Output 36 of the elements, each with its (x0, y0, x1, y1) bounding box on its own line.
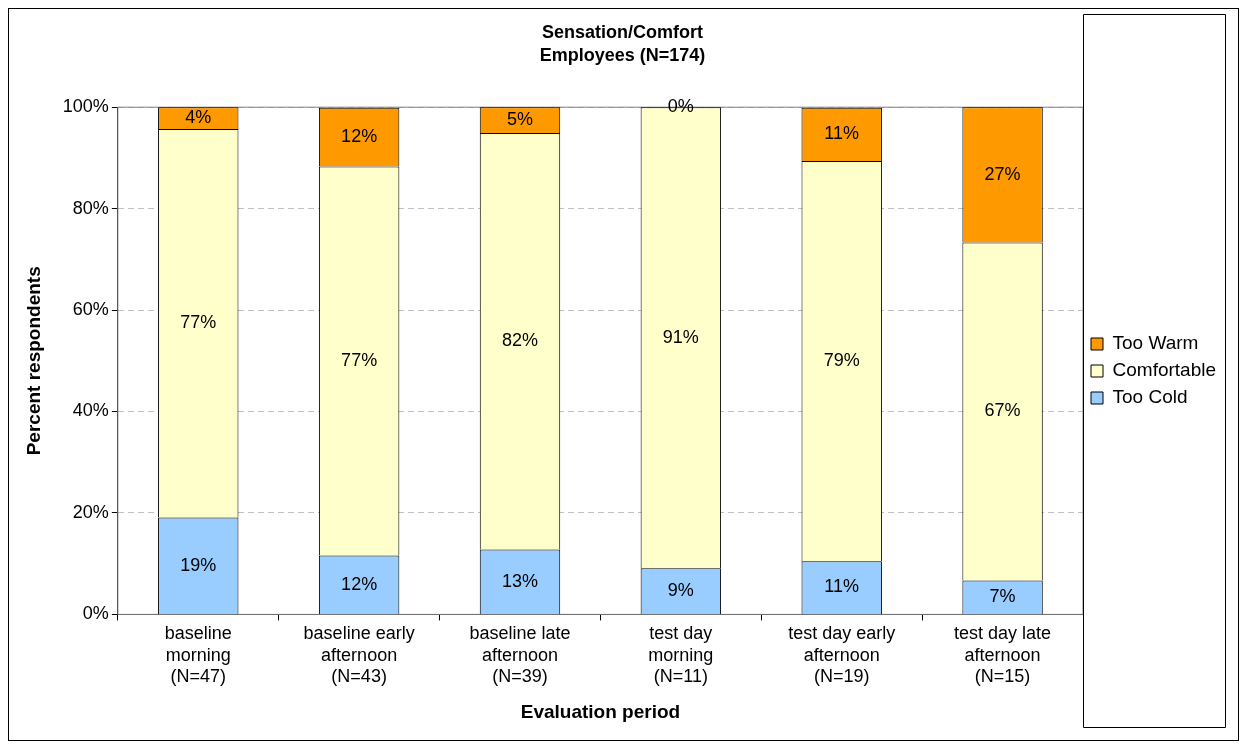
x-tick-label: baseline early afternoon (N=43) (303, 623, 415, 687)
data-label: 4% (185, 107, 212, 128)
data-label: 5% (506, 109, 533, 130)
y-tick-label: 100% (62, 96, 109, 117)
data-label: 9% (667, 580, 694, 601)
data-label: 91% (662, 326, 699, 347)
x-tick-label: baseline morning (N=47) (164, 623, 232, 687)
y-tick-label: 0% (82, 603, 109, 624)
data-label: 27% (984, 163, 1021, 184)
y-tick-label: 60% (72, 299, 109, 320)
data-label: 11% (824, 576, 860, 597)
x-tick-label: test day late afternoon (N=15) (954, 623, 1052, 687)
chart-title: Sensation/Comfort (541, 21, 704, 42)
y-tick-label: 80% (72, 197, 109, 218)
data-label: 7% (989, 586, 1016, 607)
x-tick-label: test day morning (N=11) (648, 623, 714, 687)
x-axis-title: Evaluation period (520, 700, 681, 722)
data-label: 19% (180, 554, 217, 575)
data-label: 67% (984, 400, 1021, 421)
chart-subtitle: Employees (N=174) (539, 45, 706, 66)
y-tick-label: 40% (72, 400, 109, 421)
x-tick-label: baseline late afternoon (N=39) (469, 623, 571, 687)
data-label: 82% (501, 330, 539, 351)
x-tick-label: test day early afternoon (N=19) (788, 623, 896, 687)
legend-label: Too Cold (1112, 386, 1188, 408)
data-label: 79% (823, 350, 860, 371)
data-label: 11% (824, 123, 860, 144)
y-axis-title: Percent respondents (22, 266, 44, 456)
y-tick-label: 20% (72, 501, 109, 522)
data-label: 12% (341, 573, 378, 594)
data-label: 77% (341, 350, 378, 371)
data-label: 12% (341, 126, 378, 147)
data-label: 13% (501, 570, 539, 591)
legend-label: Too Warm (1112, 332, 1199, 354)
legend-label: Comfortable (1112, 359, 1217, 381)
data-label: 77% (180, 312, 217, 333)
